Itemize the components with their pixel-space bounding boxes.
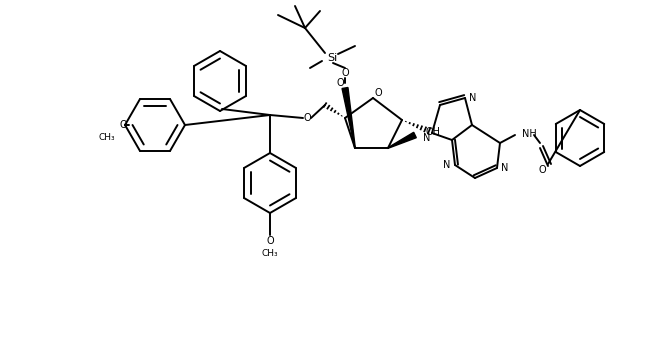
Text: N: N bbox=[423, 133, 431, 143]
Text: O: O bbox=[341, 68, 349, 78]
Text: N: N bbox=[443, 160, 451, 170]
Text: Si: Si bbox=[327, 53, 337, 63]
Text: O: O bbox=[538, 165, 546, 175]
Text: N: N bbox=[502, 163, 509, 173]
Text: CH₃: CH₃ bbox=[262, 249, 279, 257]
Text: O: O bbox=[303, 113, 311, 123]
Text: OH: OH bbox=[425, 127, 440, 137]
Polygon shape bbox=[388, 132, 417, 148]
Text: O: O bbox=[374, 88, 382, 98]
Text: O: O bbox=[266, 236, 274, 246]
Text: CH₃: CH₃ bbox=[99, 132, 115, 142]
Text: N: N bbox=[470, 93, 477, 103]
Text: O: O bbox=[336, 78, 344, 88]
Text: NH: NH bbox=[522, 129, 537, 139]
Polygon shape bbox=[342, 88, 355, 148]
Text: O: O bbox=[119, 120, 127, 130]
